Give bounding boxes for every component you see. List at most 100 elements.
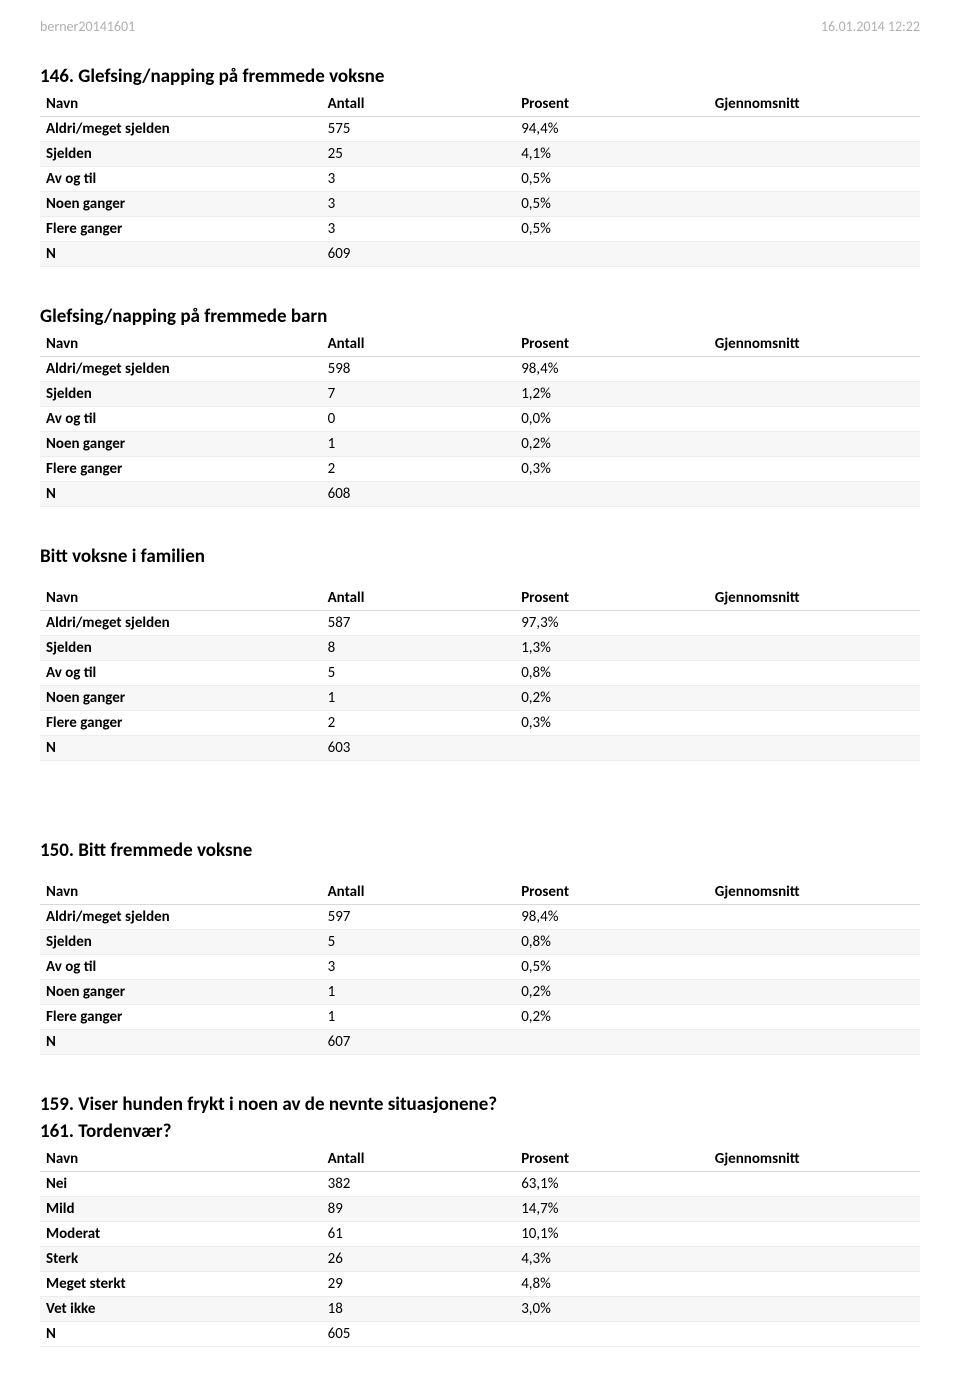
- row-label: Sjelden: [40, 382, 322, 407]
- row-gjennomsnitt: [709, 242, 920, 267]
- row-gjennomsnitt: [709, 382, 920, 407]
- row-prosent: 4,1%: [515, 142, 709, 167]
- row-gjennomsnitt: [709, 457, 920, 482]
- row-antall: 2: [322, 457, 516, 482]
- row-prosent: [515, 482, 709, 507]
- row-antall: 597: [322, 905, 516, 930]
- col-header-antall: Antall: [322, 332, 516, 357]
- row-prosent: 0,2%: [515, 686, 709, 711]
- header-right: 16.01.2014 12:22: [821, 18, 920, 35]
- row-antall: 1: [322, 980, 516, 1005]
- table-row: Av og til00,0%: [40, 407, 920, 432]
- row-gjennomsnitt: [709, 930, 920, 955]
- table-row: Meget sterkt294,8%: [40, 1272, 920, 1297]
- row-antall: 598: [322, 357, 516, 382]
- row-gjennomsnitt: [709, 142, 920, 167]
- row-prosent: 1,2%: [515, 382, 709, 407]
- row-gjennomsnitt: [709, 686, 920, 711]
- row-label: Vet ikke: [40, 1297, 322, 1322]
- row-prosent: [515, 1030, 709, 1055]
- col-header-prosent: Prosent: [515, 332, 709, 357]
- table-row: N607: [40, 1030, 920, 1055]
- row-label: N: [40, 242, 322, 267]
- col-header-prosent: Prosent: [515, 586, 709, 611]
- row-gjennomsnitt: [709, 117, 920, 142]
- row-label: Av og til: [40, 661, 322, 686]
- row-antall: 1: [322, 1005, 516, 1030]
- row-label: Noen ganger: [40, 432, 322, 457]
- row-gjennomsnitt: [709, 636, 920, 661]
- row-label: Flere ganger: [40, 457, 322, 482]
- row-prosent: 0,5%: [515, 192, 709, 217]
- row-antall: 2: [322, 711, 516, 736]
- row-antall: 5: [322, 661, 516, 686]
- row-prosent: 0,2%: [515, 432, 709, 457]
- row-gjennomsnitt: [709, 407, 920, 432]
- col-header-gjennomsnitt: Gjennomsnitt: [709, 586, 920, 611]
- row-prosent: 0,2%: [515, 980, 709, 1005]
- section-title: Glefsing/napping på fremmede barn: [40, 305, 920, 328]
- row-label: Aldri/meget sjelden: [40, 117, 322, 142]
- row-antall: 382: [322, 1172, 516, 1197]
- row-prosent: 0,3%: [515, 711, 709, 736]
- col-header-prosent: Prosent: [515, 92, 709, 117]
- row-antall: 607: [322, 1030, 516, 1055]
- row-prosent: 98,4%: [515, 905, 709, 930]
- row-antall: 575: [322, 117, 516, 142]
- row-label: Aldri/meget sjelden: [40, 611, 322, 636]
- row-prosent: 97,3%: [515, 611, 709, 636]
- col-header-navn: Navn: [40, 586, 322, 611]
- row-antall: 1: [322, 432, 516, 457]
- table-row: Flere ganger10,2%: [40, 1005, 920, 1030]
- table-row: N608: [40, 482, 920, 507]
- col-header-navn: Navn: [40, 880, 322, 905]
- table-row: Sjelden71,2%: [40, 382, 920, 407]
- row-prosent: 0,2%: [515, 1005, 709, 1030]
- row-antall: 61: [322, 1222, 516, 1247]
- table-row: N605: [40, 1322, 920, 1347]
- row-prosent: 4,3%: [515, 1247, 709, 1272]
- row-antall: 25: [322, 142, 516, 167]
- row-prosent: 98,4%: [515, 357, 709, 382]
- section-title: 159. Viser hunden frykt i noen av de nev…: [40, 1093, 920, 1116]
- col-header-navn: Navn: [40, 1147, 322, 1172]
- row-gjennomsnitt: [709, 1322, 920, 1347]
- row-antall: 26: [322, 1247, 516, 1272]
- row-gjennomsnitt: [709, 167, 920, 192]
- data-table: NavnAntallProsentGjennomsnittNei38263,1%…: [40, 1147, 920, 1347]
- row-gjennomsnitt: [709, 955, 920, 980]
- row-prosent: 3,0%: [515, 1297, 709, 1322]
- section-title: 150. Bitt fremmede voksne: [40, 839, 920, 862]
- table-row: Av og til30,5%: [40, 167, 920, 192]
- row-prosent: 10,1%: [515, 1222, 709, 1247]
- row-prosent: 4,8%: [515, 1272, 709, 1297]
- row-label: Sterk: [40, 1247, 322, 1272]
- row-prosent: 0,5%: [515, 217, 709, 242]
- section-title: 146. Glefsing/napping på fremmede voksne: [40, 65, 920, 88]
- row-prosent: 0,8%: [515, 930, 709, 955]
- table-row: Av og til30,5%: [40, 955, 920, 980]
- row-gjennomsnitt: [709, 661, 920, 686]
- row-antall: 18: [322, 1297, 516, 1322]
- table-row: N609: [40, 242, 920, 267]
- row-antall: 5: [322, 930, 516, 955]
- row-label: Meget sterkt: [40, 1272, 322, 1297]
- row-label: Noen ganger: [40, 686, 322, 711]
- col-header-gjennomsnitt: Gjennomsnitt: [709, 332, 920, 357]
- data-table: NavnAntallProsentGjennomsnittAldri/meget…: [40, 880, 920, 1055]
- data-table: NavnAntallProsentGjennomsnittAldri/meget…: [40, 92, 920, 267]
- row-antall: 1: [322, 686, 516, 711]
- col-header-antall: Antall: [322, 880, 516, 905]
- table-row: Flere ganger20,3%: [40, 711, 920, 736]
- row-prosent: 1,3%: [515, 636, 709, 661]
- row-label: N: [40, 1030, 322, 1055]
- row-label: N: [40, 482, 322, 507]
- col-header-prosent: Prosent: [515, 880, 709, 905]
- row-label: Flere ganger: [40, 711, 322, 736]
- row-gjennomsnitt: [709, 357, 920, 382]
- col-header-antall: Antall: [322, 92, 516, 117]
- row-antall: 3: [322, 167, 516, 192]
- row-prosent: 0,8%: [515, 661, 709, 686]
- row-antall: 3: [322, 955, 516, 980]
- row-prosent: 94,4%: [515, 117, 709, 142]
